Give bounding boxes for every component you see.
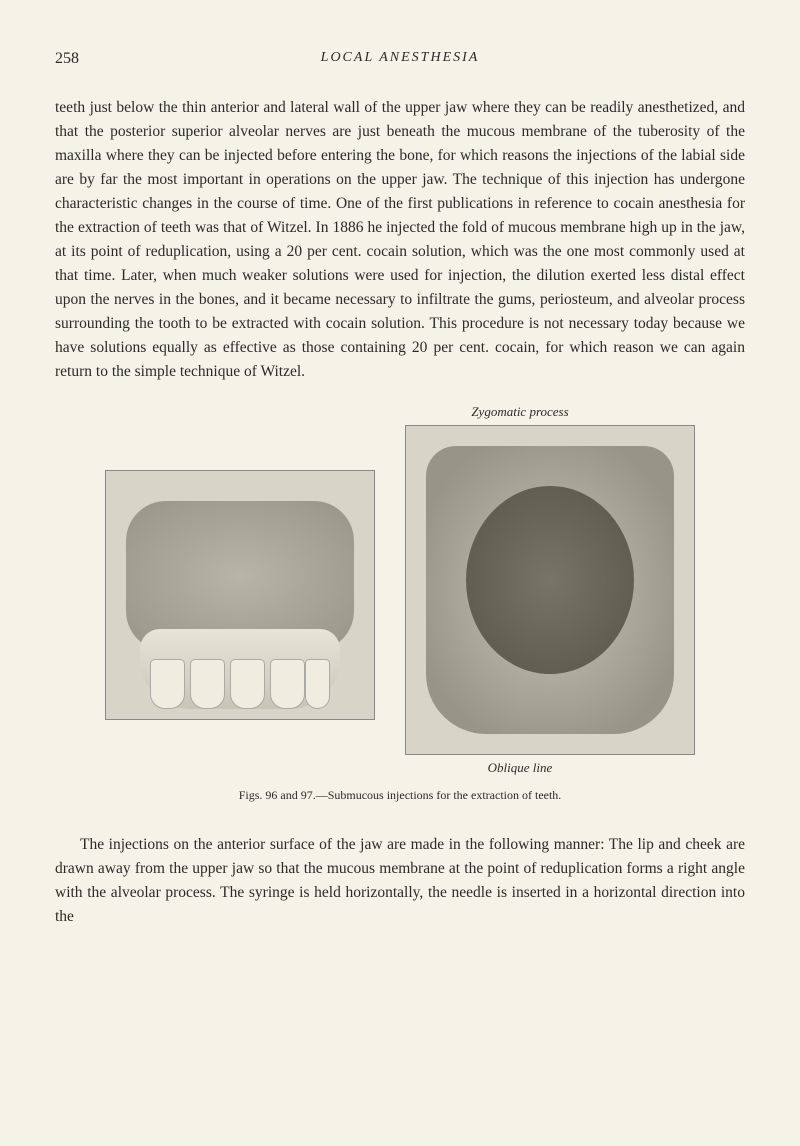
jaw-illustration bbox=[426, 446, 674, 734]
running-title: LOCAL ANESTHESIA bbox=[321, 50, 480, 66]
figure-97 bbox=[405, 425, 695, 755]
figure-caption: Figs. 96 and 97.—Submucous injections fo… bbox=[55, 788, 745, 803]
tooth-shape bbox=[305, 659, 330, 709]
final-paragraph: The injections on the anterior surface o… bbox=[55, 833, 745, 929]
tooth-shape bbox=[190, 659, 225, 709]
main-body-paragraph: teeth just below the thin anterior and l… bbox=[55, 96, 745, 384]
page-number: 258 bbox=[55, 50, 79, 68]
zygomatic-process-label: Zygomatic process bbox=[295, 404, 745, 420]
page-header: 258 LOCAL ANESTHESIA bbox=[55, 50, 745, 68]
figure-section: Zygomatic process Oblique line Figs. 96 … bbox=[55, 404, 745, 803]
oblique-line-label: Oblique line bbox=[295, 760, 745, 776]
figures-row bbox=[55, 425, 745, 755]
teeth-illustration bbox=[140, 629, 340, 709]
figure-96 bbox=[105, 470, 375, 720]
tooth-shape bbox=[230, 659, 265, 709]
tooth-shape bbox=[270, 659, 305, 709]
mouth-interior bbox=[466, 486, 634, 674]
tooth-shape bbox=[150, 659, 185, 709]
